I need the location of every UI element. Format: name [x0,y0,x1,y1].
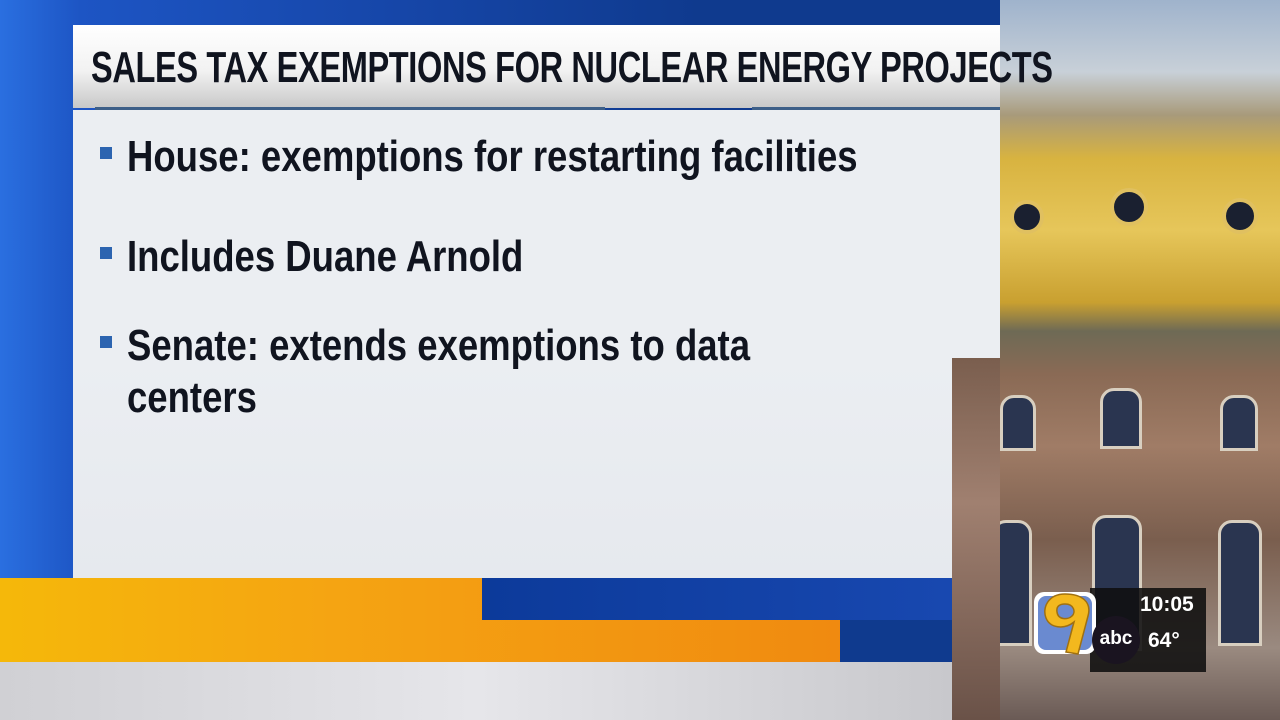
divider [95,107,605,110]
graphic-title: SALES TAX EXEMPTIONS FOR NUCLEAR ENERGY … [91,43,1053,92]
content-panel [73,110,1000,358]
building-window [1220,395,1258,451]
dome-window [1010,200,1044,234]
bullet-item: Senate: extends exemptions to data cente… [100,320,878,424]
building-window [1000,395,1036,451]
bullet-square-icon [100,147,112,159]
content-panel [73,358,952,578]
bullet-text: Senate: extends exemptions to data [127,321,751,370]
svg-text:9: 9 [1030,586,1031,587]
abc-logo: abc [1092,616,1140,664]
title-bar: SALES TAX EXEMPTIONS FOR NUCLEAR ENERGY … [73,25,1053,108]
lower-band [0,662,952,720]
dome-window [1110,188,1148,226]
bullet-text: Includes Duane Arnold [127,232,524,281]
blue-band [482,578,952,620]
dome-window [1222,198,1258,234]
bullet-text: centers [127,373,257,422]
bullet-item: Includes Duane Arnold [100,231,605,283]
bullet-square-icon [100,247,112,259]
divider [752,107,1000,110]
bullet-text: House: exemptions for restarting facilit… [127,132,858,181]
capitol-dome-photo [992,0,1280,720]
channel-9-logo-icon: 9 [1030,586,1096,655]
temperature: 64° [1148,629,1180,652]
clock-time: 10:05 [1140,593,1194,616]
building-window [1100,388,1142,449]
capitol-building-photo [952,358,1000,720]
station-bug: 9 abc 10:05 64° [1020,580,1206,672]
bullet-square-icon [100,336,112,348]
bullet-item: House: exemptions for restarting facilit… [100,131,1007,183]
building-window [1218,520,1262,646]
